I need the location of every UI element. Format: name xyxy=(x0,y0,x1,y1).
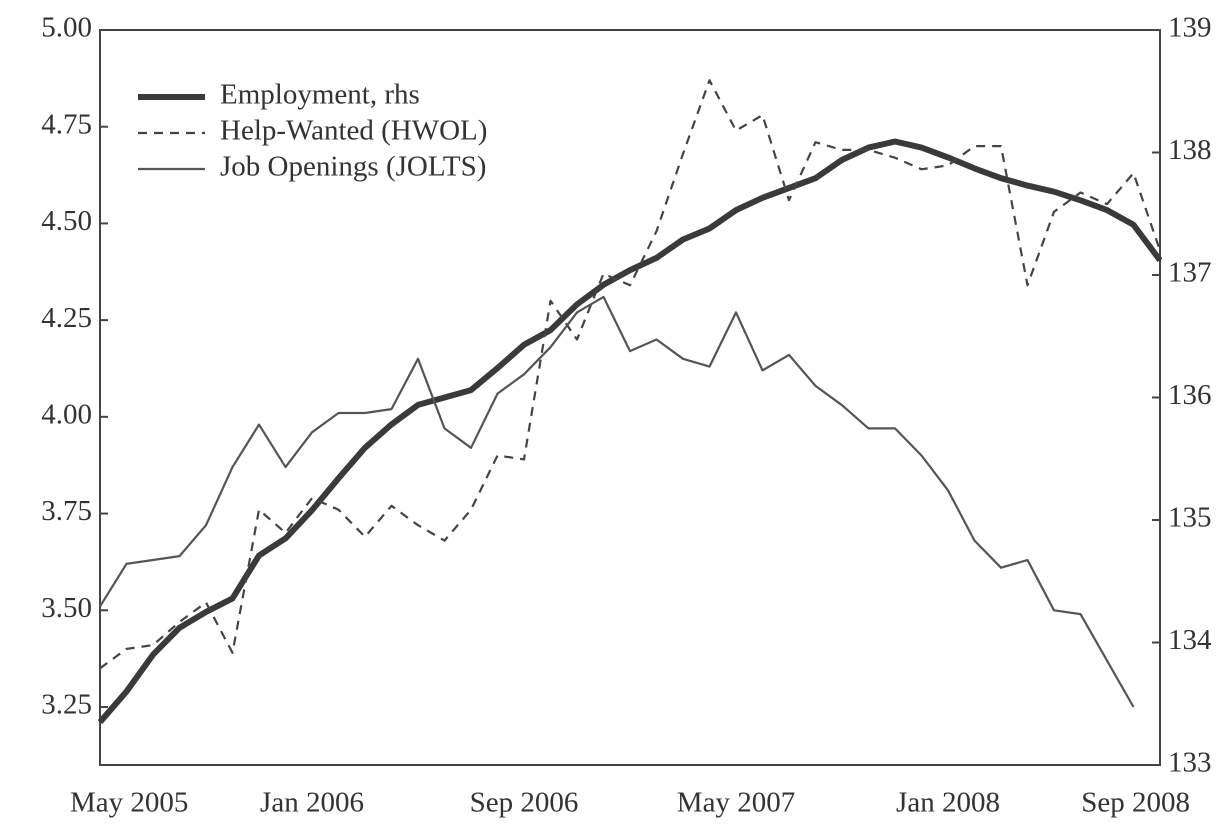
legend-label: Help-Wanted (HWOL) xyxy=(220,115,487,147)
y2-tick-label: 133 xyxy=(1168,747,1212,779)
legend-label: Employment, rhs xyxy=(220,79,420,111)
y-tick-label: 4.50 xyxy=(41,205,92,237)
y2-tick-label: 138 xyxy=(1168,134,1212,166)
y-tick-label: 4.75 xyxy=(41,108,92,140)
legend-label: Job Openings (JOLTS) xyxy=(220,151,486,183)
y2-tick-label: 134 xyxy=(1168,624,1212,656)
y-tick-label: 3.75 xyxy=(41,495,92,527)
y-tick-label: 3.50 xyxy=(41,592,92,624)
y-tick-label: 4.00 xyxy=(41,398,92,430)
series-line xyxy=(99,295,1135,708)
x-tick-label: Sep 2006 xyxy=(470,787,579,819)
y2-tick-label: 137 xyxy=(1168,257,1212,289)
x-tick-label: May 2005 xyxy=(70,787,188,819)
x-tick-label: Sep 2008 xyxy=(1081,787,1190,819)
x-tick-label: Jan 2008 xyxy=(896,787,1000,819)
y-tick-label: 5.00 xyxy=(41,12,92,44)
x-tick-label: Jan 2006 xyxy=(260,787,364,819)
x-tick-label: May 2007 xyxy=(677,787,795,819)
y-tick-label: 4.25 xyxy=(41,302,92,334)
y2-tick-label: 136 xyxy=(1168,379,1212,411)
series-line xyxy=(97,138,1163,725)
y2-tick-label: 139 xyxy=(1168,12,1212,44)
y2-tick-label: 135 xyxy=(1168,502,1212,534)
y-tick-label: 3.25 xyxy=(41,689,92,721)
series-line xyxy=(99,79,1162,670)
